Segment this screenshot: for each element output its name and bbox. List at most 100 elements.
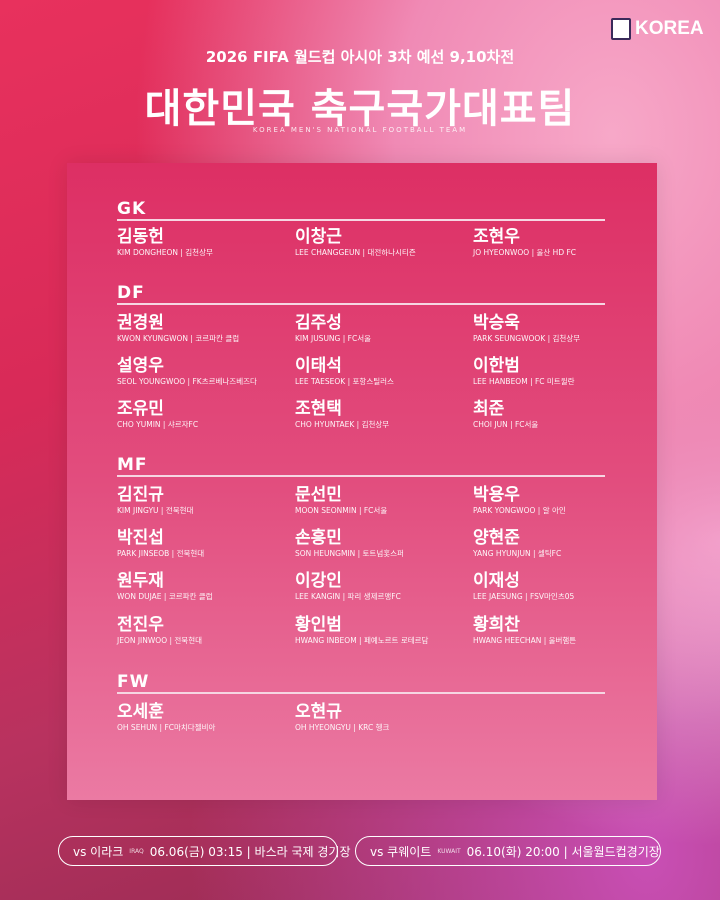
match-opponent-en: IRAQ xyxy=(129,847,144,855)
player-card: 이창근 LEE CHANGGEUN | 대전하나시티즌 xyxy=(295,227,473,258)
kfa-tiger-shield-icon xyxy=(611,18,631,40)
player-card: 이재성 LEE JAESUNG | FSV마인츠05 xyxy=(473,571,651,602)
player-card: 조현우 JO HYEONWOO | 울산 HD FC xyxy=(473,227,651,258)
player-name: 김주성 xyxy=(295,313,342,333)
match-detail: 06.06(금) 03:15 | 바스라 국제 경기장 xyxy=(149,844,351,859)
player-card: 전진우 JEON JINWOO | 전북현대 xyxy=(117,615,295,646)
player-name: 권경원 xyxy=(117,313,164,333)
section-label: DF xyxy=(117,283,145,303)
player-name: 황인범 xyxy=(295,615,342,635)
section-fw: FW xyxy=(117,672,605,694)
player-card: 박진섭 PARK JINSEOB | 전북현대 xyxy=(117,528,295,559)
player-card: 양현준 YANG HYUNJUN | 셀틱FC xyxy=(473,528,651,559)
player-name: 이태석 xyxy=(295,356,342,376)
player-name: 김진규 xyxy=(117,485,164,505)
match-iraq: vs 이라크 IRAQ 06.06(금) 03:15 | 바스라 국제 경기장 xyxy=(58,836,351,866)
player-info: LEE TAESEOK | 포항스틸러스 xyxy=(295,377,394,386)
logo-text: KOREA xyxy=(635,18,704,39)
match-opponent: vs 이라크 xyxy=(73,844,124,859)
player-name: 양현준 xyxy=(473,528,520,548)
player-info: OH SEHUN | FC마치다젤비아 xyxy=(117,723,216,732)
player-name: 박용우 xyxy=(473,485,520,505)
player-info: KIM JINGYU | 전북현대 xyxy=(117,506,194,515)
section-divider xyxy=(117,692,605,694)
player-name: 문선민 xyxy=(295,485,342,505)
player-info: HWANG INBEOM | 페예노르트 로테르담 xyxy=(295,636,429,645)
player-info: KIM DONGHEON | 김천상무 xyxy=(117,248,213,257)
player-name: 이재성 xyxy=(473,571,520,591)
player-info: JO HYEONWOO | 울산 HD FC xyxy=(473,248,577,257)
player-info: KWON KYUNGWON | 코르파칸 클럽 xyxy=(117,334,240,343)
player-card: 김동헌 KIM DONGHEON | 김천상무 xyxy=(117,227,295,258)
kfa-logo: KOREA xyxy=(611,18,704,40)
player-name: 설영우 xyxy=(117,356,164,376)
player-card: 김진규 KIM JINGYU | 전북현대 xyxy=(117,485,295,516)
player-card: 조현택 CHO HYUNTAEK | 김천상무 xyxy=(295,399,473,430)
section-divider xyxy=(117,303,605,305)
player-card: 조유민 CHO YUMIN | 샤르자FC xyxy=(117,399,295,430)
player-info: SON HEUNGMIN | 토트넘홋스퍼 xyxy=(295,549,404,558)
player-name: 조유민 xyxy=(117,399,164,419)
player-name: 이창근 xyxy=(295,227,342,247)
player-info: LEE HANBEOM | FC 미트윌란 xyxy=(473,377,575,386)
header-subtitle: 2026 FIFA 월드컵 아시아 3차 예선 9,10차전 xyxy=(205,48,515,66)
player-card: 황인범 HWANG INBEOM | 페예노르트 로테르담 xyxy=(295,615,473,646)
player-name: 최준 xyxy=(473,399,505,419)
player-name: 조현우 xyxy=(473,227,520,247)
section-df: DF xyxy=(117,283,605,305)
player-card: 권경원 KWON KYUNGWON | 코르파칸 클럽 xyxy=(117,313,295,344)
player-card: 박용우 PARK YONGWOO | 알 아인 xyxy=(473,485,651,516)
section-divider xyxy=(117,219,605,221)
player-name: 전진우 xyxy=(117,615,164,635)
player-name: 조현택 xyxy=(295,399,342,419)
player-card: 설영우 SEOL YOUNGWOO | FK츠르베나즈베즈다 xyxy=(117,356,295,387)
player-info: PARK SEUNGWOOK | 김천상무 xyxy=(473,334,581,343)
player-card: 박승욱 PARK SEUNGWOOK | 김천상무 xyxy=(473,313,651,344)
match-kuwait: vs 쿠웨이트 KUWAIT 06.10(화) 20:00 | 서울월드컵경기장 xyxy=(355,836,661,866)
page-title: 대한민국 축구국가대표팀 xyxy=(144,86,576,132)
player-info: SEOL YOUNGWOO | FK츠르베나즈베즈다 xyxy=(117,377,257,386)
player-name: 이강인 xyxy=(295,571,342,591)
player-info: LEE JAESUNG | FSV마인츠05 xyxy=(473,592,575,601)
player-name: 김동헌 xyxy=(117,227,164,247)
player-info: LEE KANGIN | 파리 생제르맹FC xyxy=(295,592,401,601)
player-info: WON DUJAE | 코르파칸 클럽 xyxy=(117,592,213,601)
player-name: 황희찬 xyxy=(473,615,520,635)
player-info: OH HYEONGYU | KRC 헹크 xyxy=(295,723,390,732)
player-name: 오세훈 xyxy=(117,702,164,722)
player-info: LEE CHANGGEUN | 대전하나시티즌 xyxy=(295,248,416,257)
player-name: 이한범 xyxy=(473,356,520,376)
player-card: 오세훈 OH SEHUN | FC마치다젤비아 xyxy=(117,702,295,733)
player-card: 최준 CHOI JUN | FC서울 xyxy=(473,399,651,430)
player-info: HWANG HEECHAN | 울버햄튼 xyxy=(473,636,577,645)
player-card: 황희찬 HWANG HEECHAN | 울버햄튼 xyxy=(473,615,651,646)
roster-panel: GK 김동헌 KIM DONGHEON | 김천상무 이창근 LEE CHANGGEUN… xyxy=(67,163,657,800)
player-card: 이태석 LEE TAESEOK | 포항스틸러스 xyxy=(295,356,473,387)
player-name: 박진섭 xyxy=(117,528,164,548)
section-label: MF xyxy=(117,455,148,475)
player-info: YANG HYUNJUN | 셀틱FC xyxy=(473,549,562,558)
match-detail: 06.10(화) 20:00 | 서울월드컵경기장 xyxy=(466,844,660,859)
player-info: KIM JUSUNG | FC서울 xyxy=(295,334,372,343)
player-name: 손흥민 xyxy=(295,528,342,548)
section-mf: MF xyxy=(117,455,605,477)
section-gk: GK xyxy=(117,199,605,221)
player-card: 이강인 LEE KANGIN | 파리 생제르맹FC xyxy=(295,571,473,602)
section-divider xyxy=(117,475,605,477)
player-card: 원두재 WON DUJAE | 코르파칸 클럽 xyxy=(117,571,295,602)
player-name: 오현규 xyxy=(295,702,342,722)
player-info: PARK YONGWOO | 알 아인 xyxy=(473,506,566,515)
match-opponent-en: KUWAIT xyxy=(437,847,461,855)
section-label: FW xyxy=(117,672,150,692)
player-card: 문선민 MOON SEONMIN | FC서울 xyxy=(295,485,473,516)
player-info: PARK JINSEOB | 전북현대 xyxy=(117,549,205,558)
match-opponent: vs 쿠웨이트 xyxy=(370,844,432,859)
player-info: CHO YUMIN | 샤르자FC xyxy=(117,420,199,429)
player-name: 원두재 xyxy=(117,571,164,591)
player-card: 김주성 KIM JUSUNG | FC서울 xyxy=(295,313,473,344)
player-name: 박승욱 xyxy=(473,313,520,333)
player-info: CHOI JUN | FC서울 xyxy=(473,420,539,429)
player-info: MOON SEONMIN | FC서울 xyxy=(295,506,388,515)
header-english: KOREA MEN'S NATIONAL FOOTBALL TEAM xyxy=(252,126,468,134)
player-card: 이한범 LEE HANBEOM | FC 미트윌란 xyxy=(473,356,651,387)
